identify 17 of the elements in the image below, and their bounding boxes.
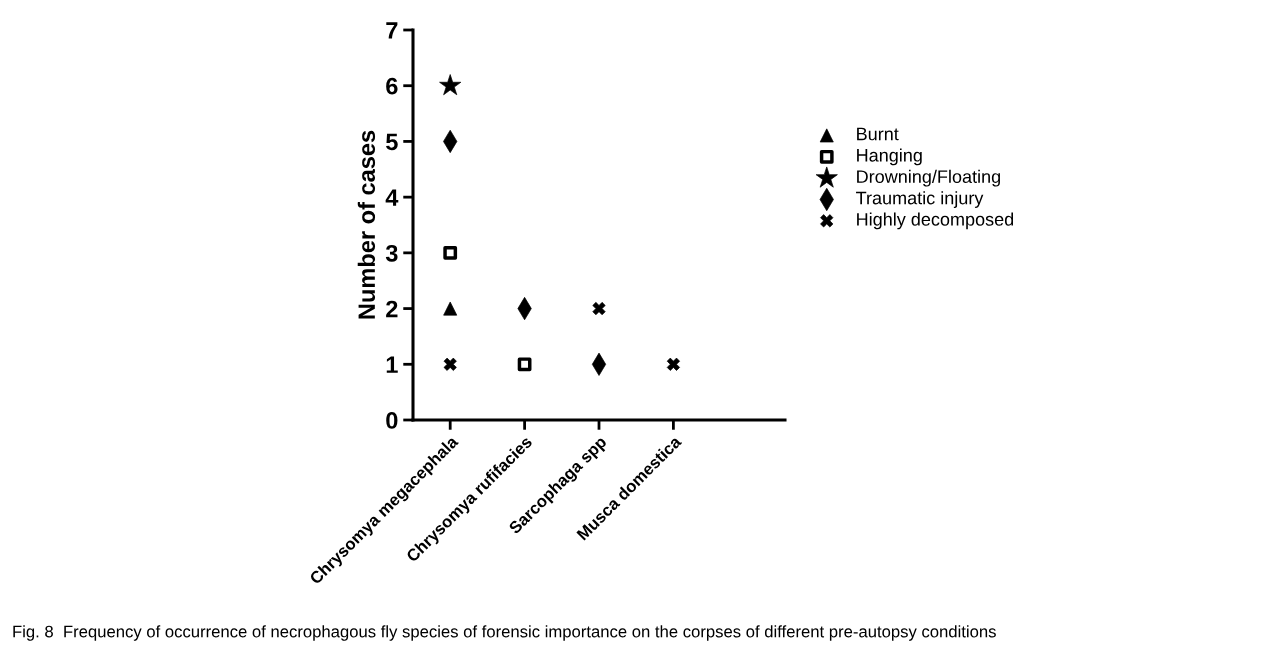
- legend-label: Highly decomposed: [857, 212, 1014, 230]
- y-tick-label: 5: [386, 133, 398, 151]
- y-tick-label: 7: [386, 22, 398, 39]
- y-tick-label: 2: [386, 300, 398, 318]
- legend-label: Traumatic injury: [856, 191, 984, 208]
- y-tick-label: 6: [386, 77, 398, 95]
- y-axis-title: Number of cases: [357, 130, 376, 319]
- legend-label: Hanging: [857, 148, 922, 166]
- y-tick-label: 3: [385, 244, 398, 262]
- point: [443, 245, 458, 260]
- y-tick-label: 4: [385, 189, 399, 206]
- y-tick-label: 1: [386, 356, 398, 373]
- legend-label: Burnt: [857, 127, 899, 141]
- y-tick-label: 0: [386, 412, 398, 429]
- legend-label: Drowning/Floating: [857, 169, 1000, 187]
- point: [517, 357, 532, 372]
- caption: Fig. 8 Frequency of occurrence of necrophagous fly species of forensic importance on the corpses of different pre-autopsy conditions: [13, 625, 996, 641]
